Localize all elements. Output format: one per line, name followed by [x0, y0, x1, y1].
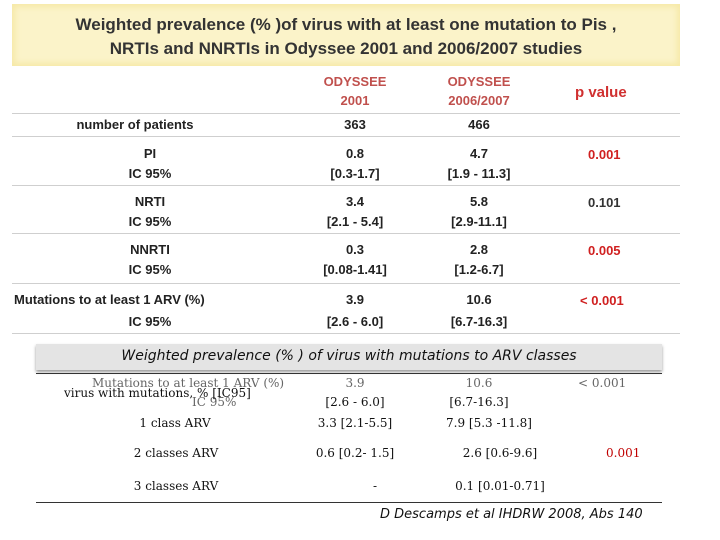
- table2-title-band: Weighted prevalence (% ) of virus with m…: [36, 344, 662, 370]
- patients-2001: 363: [344, 117, 366, 132]
- nrti-ci-2006: [2.9-11.1]: [451, 214, 507, 229]
- nrti-2001: 3.4: [345, 194, 365, 209]
- class2-p-value: 0.001: [606, 446, 641, 460]
- class3-2006: 0.1 [0.01-0.71]: [455, 479, 545, 493]
- nrti-label: NRTI: [134, 194, 166, 209]
- col-header-2001: ODYSSEE 2001: [323, 74, 387, 108]
- pi-p-value: 0.001: [588, 147, 621, 162]
- nrti-ci-2001: [2.1 - 5.4]: [326, 214, 384, 229]
- class2-2001: 0.6 [0.2- 1.5]: [315, 446, 395, 460]
- table2-top-rule: [36, 373, 662, 374]
- nnrti-ci-label: IC 95%: [128, 262, 172, 277]
- divider: [12, 233, 680, 234]
- col-header-2006: ODYSSEE 2006/2007: [447, 74, 511, 108]
- nnrti-label: NNRTI: [130, 242, 170, 257]
- any-arv-p-value: < 0.001: [580, 293, 624, 308]
- pi-ci-2006: [1.9 - 11.3]: [447, 166, 511, 181]
- any-arv-ci-label: IC 95%: [128, 314, 172, 329]
- ghost-any-arv-2006: 10.6: [465, 376, 493, 390]
- divider: [12, 283, 680, 284]
- pi-2006: 4.7: [469, 146, 489, 161]
- pi-ci-label: IC 95%: [128, 166, 172, 181]
- divider: [12, 333, 680, 334]
- nnrti-2006: 2.8: [469, 242, 489, 257]
- nnrti-ci-2001: [0.08-1.41]: [323, 262, 387, 277]
- any-arv-label: Mutations to at least 1 ARV (%): [14, 292, 205, 307]
- nrti-2006: 5.8: [469, 194, 489, 209]
- ghost-any-arv-p: < 0.001: [578, 376, 627, 390]
- class3-label: 3 classes ARV: [133, 479, 219, 493]
- slide-title-line1: Weighted prevalence (% )of virus with at…: [75, 15, 617, 34]
- ghost-any-arv-label: Mutations to at least 1 ARV (%): [92, 376, 285, 390]
- nnrti-p-value: 0.005: [588, 243, 621, 258]
- class2-2006: 2.6 [0.6-9.6]: [462, 446, 538, 460]
- class1-label: 1 class ARV: [139, 416, 211, 430]
- divider: [12, 185, 680, 186]
- nrti-ci-label: IC 95%: [128, 214, 172, 229]
- pi-2001: 0.8: [345, 146, 365, 161]
- ghost-ci-label: IC 95%: [192, 395, 237, 409]
- any-arv-2001: 3.9: [345, 292, 365, 307]
- col-header-p-value: p value: [575, 84, 627, 101]
- table2-title: Weighted prevalence (% ) of virus with m…: [121, 348, 577, 364]
- title-band: Weighted prevalence (% )of virus with at…: [12, 4, 680, 66]
- pi-ci-2001: [0.3-1.7]: [330, 166, 380, 181]
- divider: [12, 136, 680, 137]
- nrti-p-value: 0.101: [588, 195, 621, 210]
- class3-2001: -: [372, 479, 378, 493]
- class1-2006: 7.9 [5.3 -11.8]: [446, 416, 532, 430]
- pi-label: PI: [143, 146, 157, 161]
- patients-2006: 466: [468, 117, 490, 132]
- nnrti-ci-2006: [1.2-6.7]: [454, 262, 504, 277]
- class2-label: 2 classes ARV: [133, 446, 219, 460]
- divider: [12, 113, 680, 114]
- patients-label: number of patients: [76, 117, 194, 132]
- ghost-ci-2001: [2.6 - 6.0]: [325, 395, 385, 409]
- table2-bottom-rule: [36, 502, 662, 503]
- any-arv-ci-2001: [2.6 - 6.0]: [326, 314, 384, 329]
- nnrti-2001: 0.3: [345, 242, 365, 257]
- ghost-ci-2006: [6.7-16.3]: [449, 395, 509, 409]
- citation: D Descamps et al IHDRW 2008, Abs 140: [380, 507, 643, 522]
- any-arv-2006: 10.6: [466, 292, 492, 307]
- ghost-any-arv-2001: 3.9: [345, 376, 365, 390]
- any-arv-ci-2006: [6.7-16.3]: [450, 314, 508, 329]
- slide-title-line2: NRTIs and NNRTIs in Odyssee 2001 and 200…: [109, 39, 583, 58]
- class1-2001: 3.3 [2.1-5.5]: [317, 416, 393, 430]
- virus-mutations-label: virus with mutations, % [IC95]: [64, 386, 251, 400]
